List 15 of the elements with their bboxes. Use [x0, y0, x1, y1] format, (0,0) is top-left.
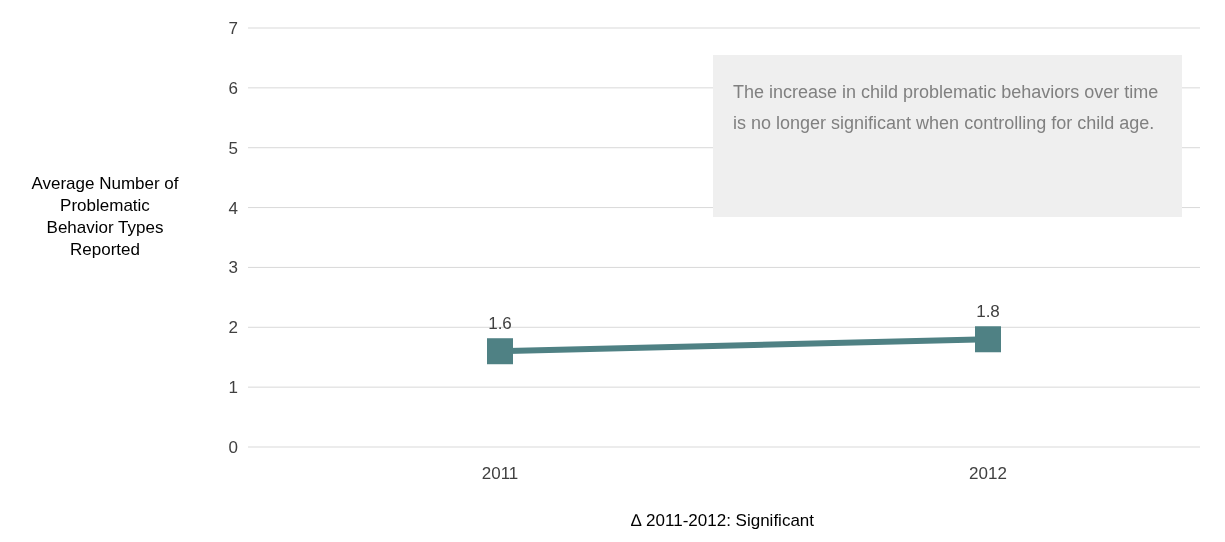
- y-tick-label: 2: [228, 318, 238, 338]
- y-tick-label: 5: [228, 138, 238, 158]
- data-label: 1.6: [488, 314, 512, 334]
- note-box: The increase in child problematic behaviors over time is no longer significant when controlling for child age.: [713, 55, 1182, 217]
- y-tick-label: 4: [228, 198, 238, 218]
- text: ∆ 2011-2012: Significant: [629, 511, 815, 531]
- y-tick-label: 3: [228, 258, 238, 278]
- x-tick-label: 2012: [969, 464, 1007, 484]
- y-tick-label: 1: [228, 378, 238, 398]
- data-label: 1.8: [976, 302, 1000, 322]
- y-tick-label: 6: [228, 78, 238, 98]
- y-tick-label: 7: [228, 19, 238, 39]
- y-tick-label: 0: [228, 438, 238, 458]
- x-tick-label: 2011: [481, 464, 519, 484]
- y-axis-title: Average Number of Problematic Behavior Types Reported: [30, 173, 180, 261]
